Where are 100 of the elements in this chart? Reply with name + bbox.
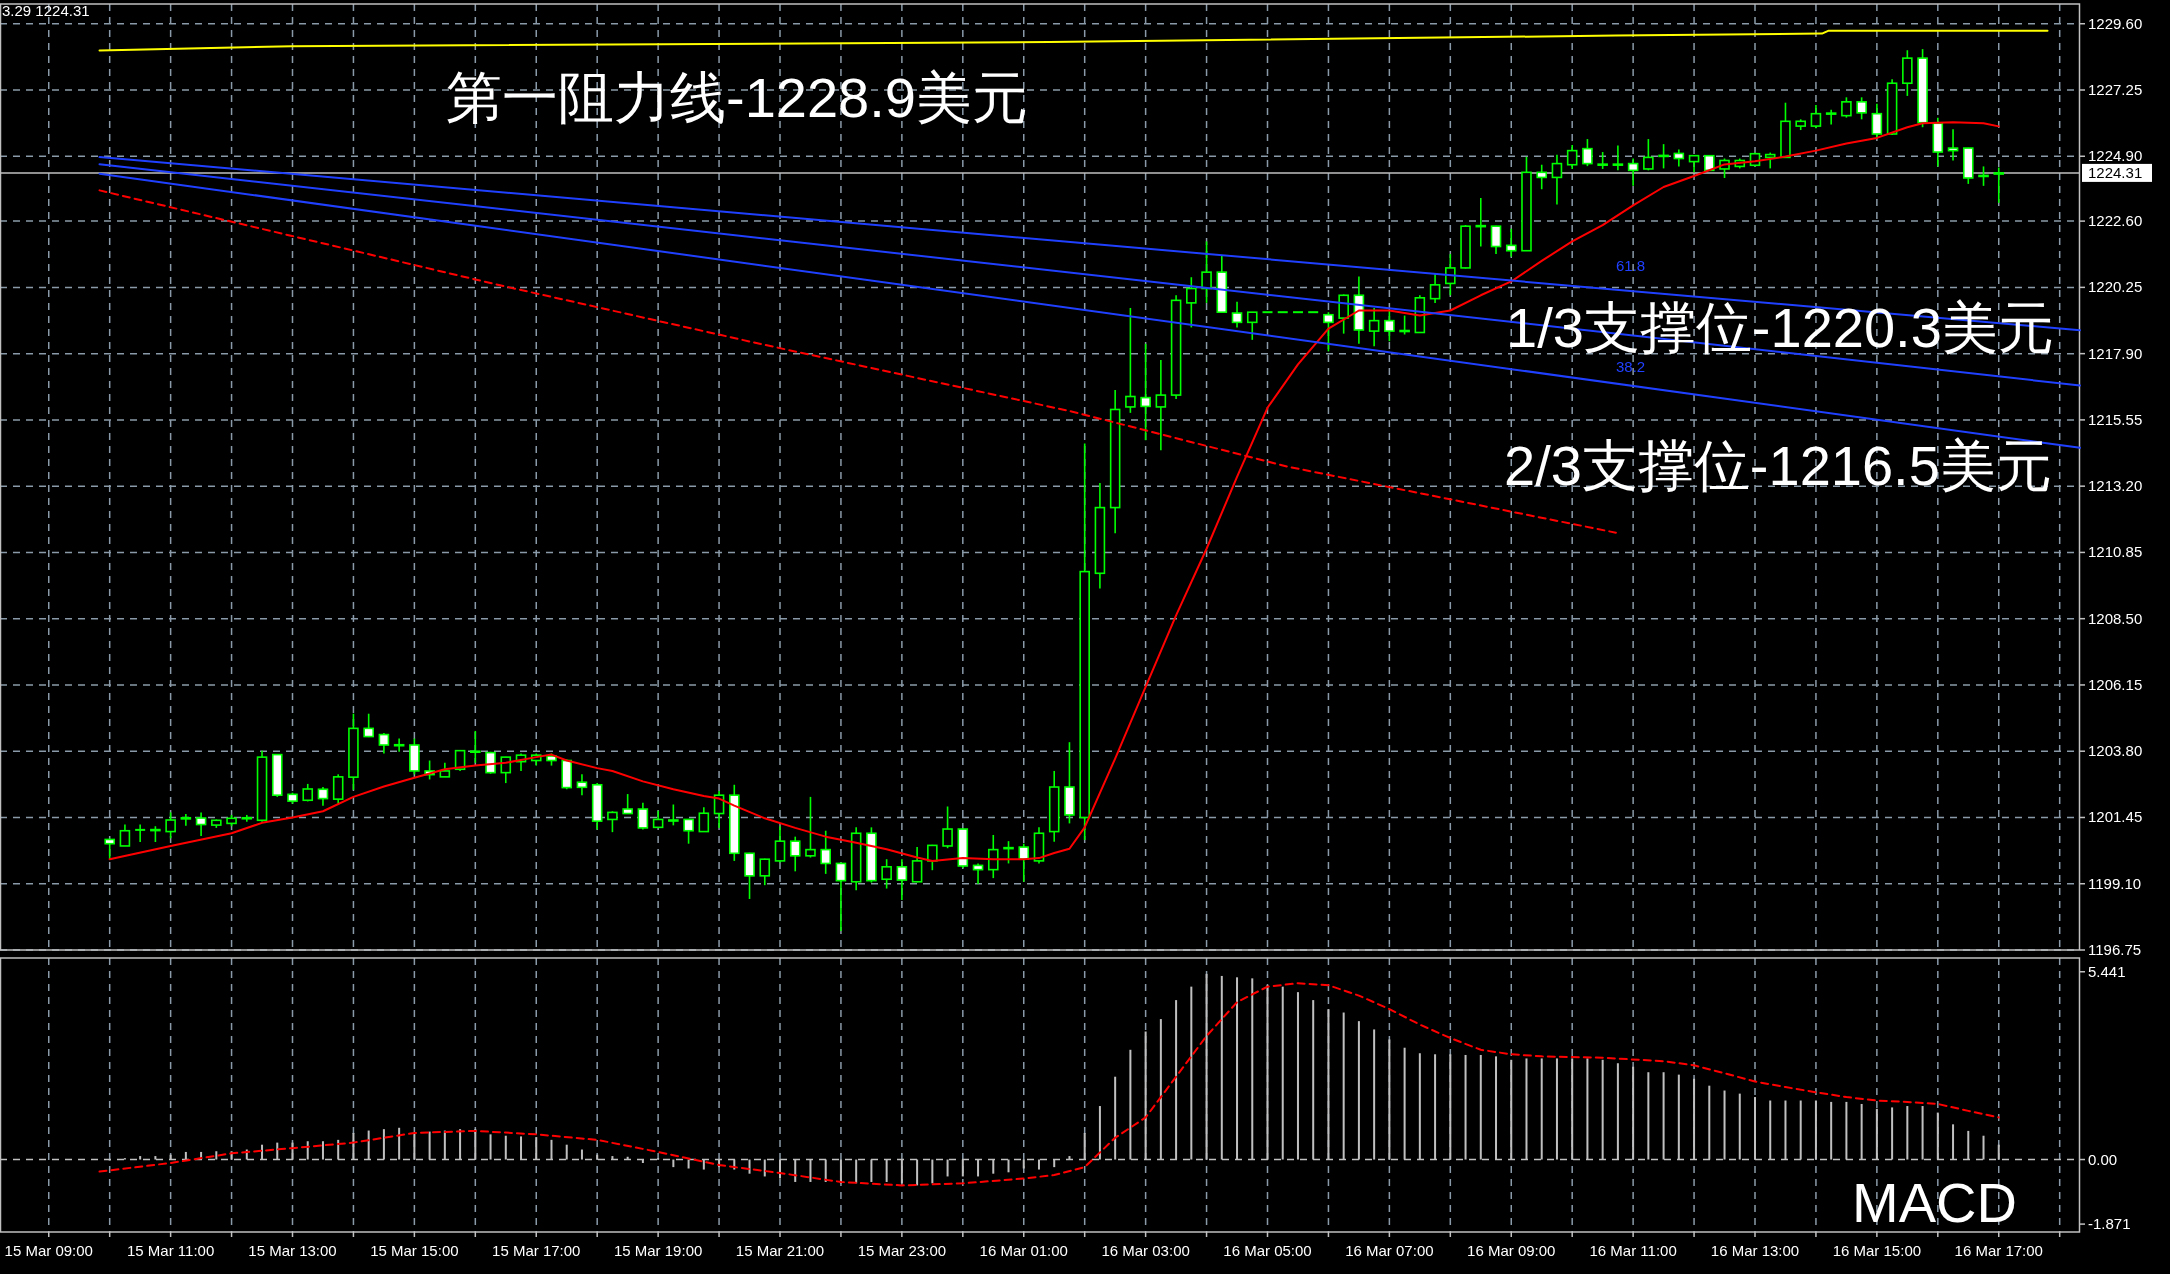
bar — [1997, 1144, 2000, 1160]
candlestick — [774, 825, 786, 864]
y-tick-label: 1224.90 — [2088, 147, 2143, 165]
candlestick — [805, 796, 816, 859]
bar — [1022, 1159, 1025, 1169]
candlestick — [911, 846, 923, 884]
candlestick — [1841, 96, 1852, 119]
candlestick — [1338, 293, 1349, 335]
candlestick — [1384, 309, 1395, 343]
candlestick — [927, 844, 938, 871]
candlestick — [668, 803, 679, 827]
candlestick — [1201, 240, 1212, 304]
candlestick — [393, 737, 405, 753]
bar — [748, 1159, 751, 1174]
y-tick-label: 1229.60 — [2088, 14, 2143, 32]
candlestick — [134, 823, 147, 843]
y-tick-label: 1208.50 — [2088, 609, 2143, 627]
x-tick-label: 16 Mar 15:00 — [1832, 1242, 1922, 1259]
x-tick-label: 15 Mar 19:00 — [613, 1242, 703, 1259]
bar — [139, 1156, 142, 1160]
x-tick-label: 16 Mar 13:00 — [1710, 1242, 1800, 1259]
annotation: 61.8 — [1616, 257, 1646, 274]
x-tick-label: 16 Mar 05:00 — [1223, 1242, 1312, 1259]
bar — [580, 1149, 583, 1160]
candlestick — [881, 858, 892, 890]
y-tick-label: 1215.55 — [2088, 410, 2143, 428]
candlestick — [378, 732, 390, 755]
y-tick-label: 1217.90 — [2088, 344, 2143, 362]
candlestick — [1871, 103, 1883, 139]
x-tick-label: 16 Mar 01:00 — [979, 1242, 1068, 1259]
y-tick-label: 1201.45 — [2088, 808, 2143, 826]
y-tick-label: 1196.75 — [2088, 941, 2142, 958]
y-tick-label: 1227.25 — [2088, 81, 2143, 98]
candlestick — [1566, 144, 1578, 170]
candlestick — [987, 834, 999, 879]
y-tick-label: 0.00 — [2088, 1150, 2118, 1168]
candlestick — [180, 813, 192, 827]
candlestick — [195, 811, 207, 837]
y-tick-label: 1210.85 — [2088, 543, 2143, 561]
x-tick-label: 15 Mar 13:00 — [248, 1242, 337, 1259]
bar — [1007, 1159, 1010, 1173]
annotation: 3.29 1224.31 — [2, 2, 90, 19]
candlestick — [165, 811, 176, 840]
x-tick-label: 15 Mar 15:00 — [370, 1242, 459, 1259]
candlestick — [332, 773, 344, 805]
bar — [1647, 1072, 1650, 1160]
x-tick-label: 16 Mar 17:00 — [1954, 1242, 2043, 1259]
candlestick — [1505, 227, 1517, 258]
candlestick — [1018, 842, 1030, 883]
candlestick — [1140, 342, 1151, 441]
candlestick — [1490, 224, 1502, 255]
x-tick-label: 16 Mar 11:00 — [1589, 1242, 1677, 1259]
annotation: 38.2 — [1616, 358, 1646, 375]
candlestick — [744, 851, 755, 900]
candlestick — [1125, 307, 1136, 414]
candlestick — [1993, 166, 2005, 204]
x-tick-label: 16 Mar 03:00 — [1101, 1242, 1190, 1259]
candlestick — [1856, 96, 1867, 121]
candlestick — [789, 835, 801, 873]
candlestick — [1643, 138, 1654, 172]
candlestick — [1429, 272, 1441, 304]
x-tick-label: 15 Mar 21:00 — [735, 1242, 825, 1259]
annotation: 第一阻力线-1228.9美元 — [446, 66, 1028, 129]
candlestick — [683, 818, 694, 845]
candlestick — [576, 773, 588, 796]
y-tick-label: 1199.10 — [2088, 874, 2142, 892]
bar — [1114, 1076, 1117, 1160]
text: MACD — [1852, 1171, 2017, 1234]
candlestick — [1612, 144, 1624, 172]
y-tick-label: 1213.20 — [2088, 477, 2143, 495]
candlestick — [1627, 157, 1639, 187]
x-tick-label: 16 Mar 07:00 — [1345, 1242, 1434, 1259]
candlestick — [500, 756, 512, 784]
candlestick — [1551, 154, 1563, 206]
y-tick-label: 1206.15 — [2088, 675, 2143, 693]
candlestick — [622, 793, 633, 815]
candlestick — [1368, 307, 1380, 348]
candlestick — [1536, 163, 1548, 191]
bar — [855, 1159, 858, 1184]
y-tick-label: 1222.60 — [2088, 212, 2143, 230]
candlestick — [119, 823, 131, 847]
bar — [687, 1159, 690, 1169]
candlestick — [820, 829, 831, 875]
candlestick — [1947, 128, 1959, 162]
candlestick — [698, 806, 710, 833]
candlestick — [1231, 300, 1243, 329]
candlestick — [1582, 138, 1593, 167]
candlestick — [607, 810, 618, 833]
y-tick-label: 1203.80 — [2088, 742, 2143, 760]
candlestick — [1825, 108, 1837, 126]
x-tick-label: 15 Mar 17:00 — [492, 1242, 581, 1259]
bar — [1037, 1159, 1040, 1170]
y-tick-label: 5.441 — [2088, 962, 2126, 980]
bar — [1464, 1054, 1467, 1160]
x-tick-label: 16 Mar 09:00 — [1467, 1242, 1556, 1259]
candlestick — [470, 730, 481, 764]
candlestick — [1445, 253, 1456, 297]
ref-line-label: 1224.31 — [2088, 163, 2143, 181]
candlestick — [317, 786, 329, 807]
bar — [489, 1134, 492, 1160]
